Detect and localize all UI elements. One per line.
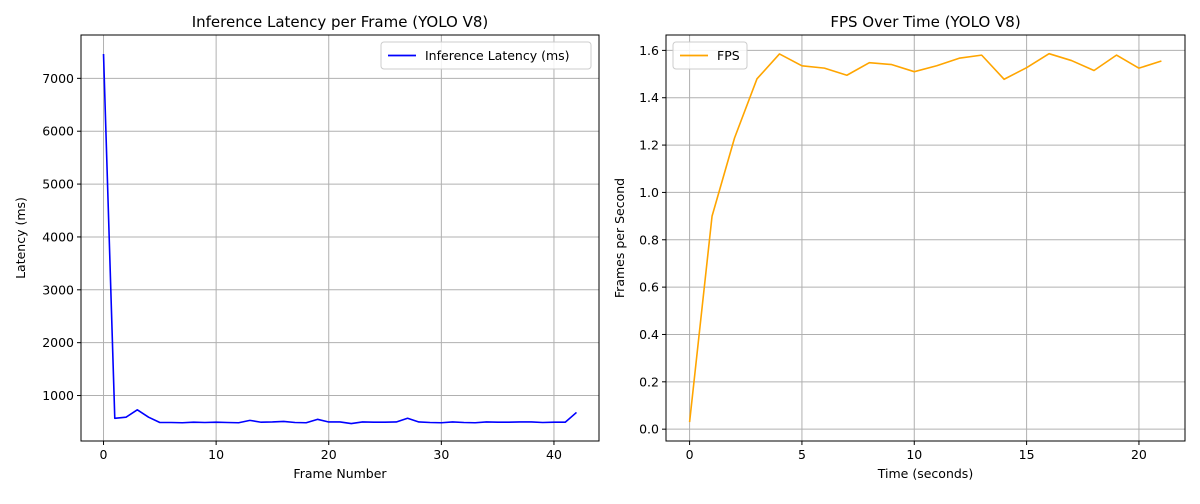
fps-legend: FPS: [672, 41, 748, 70]
latency-x-tick-label: 0: [100, 447, 108, 462]
latency-y-tick-label: 3000: [42, 282, 74, 297]
fps-x-tick-label: 20: [1131, 447, 1147, 462]
latency-series-line: [102, 54, 578, 425]
fps-legend-box: [672, 41, 748, 70]
fps-series-line: [688, 52, 1162, 423]
latency-legend: Inference Latency (ms): [380, 41, 592, 70]
fps-chart-title: FPS Over Time (YOLO V8): [830, 13, 1020, 31]
latency-x-axis-label: Frame Number: [293, 466, 387, 481]
fps-x-tick-label: 0: [686, 447, 694, 462]
latency-chart-title: Inference Latency per Frame (YOLO V8): [192, 13, 489, 31]
fps-y-axis-label: Frames per Second: [612, 178, 627, 298]
fps-x-tick-label: 10: [906, 447, 922, 462]
latency-y-tick-label: 6000: [42, 124, 74, 139]
latency-y-axis-label: Latency (ms): [13, 197, 28, 279]
fps-x-axis-label: Time (seconds): [877, 466, 973, 481]
fps-y-tick-label: 0.6: [639, 280, 659, 295]
fps-chart: 0 5 10 15 20 0.0 0.2 0.4 0.6 0.8 1.0 1.2 1.4 1.6 FPS O…: [612, 13, 1186, 481]
latency-x-tick-label: 30: [433, 447, 449, 462]
latency-legend-box: [380, 41, 592, 70]
fps-x-tick-label: 5: [798, 447, 806, 462]
latency-y-tick-label: 5000: [42, 177, 74, 192]
latency-y-tick-label: 1000: [42, 388, 74, 403]
fps-y-tick-label: 0.2: [639, 374, 659, 389]
fps-legend-label: FPS: [717, 48, 740, 63]
fps-axes-frame: [665, 34, 1186, 442]
fps-y-tick-label: 1.0: [639, 185, 659, 200]
latency-y-tick-label: 7000: [42, 71, 74, 86]
latency-y-tick-label: 2000: [42, 335, 74, 350]
latency-y-tick-label: 4000: [42, 229, 74, 244]
fps-y-tick-label: 1.6: [639, 43, 659, 58]
latency-chart: 0 10 20 30 40 1000 2000 3000 4000 5000 6000 7000 Inf…: [13, 13, 600, 481]
fps-y-tick-label: 0.4: [639, 327, 659, 342]
latency-x-tick-label: 20: [321, 447, 337, 462]
latency-legend-label: Inference Latency (ms): [425, 48, 570, 63]
fps-y-tick-label: 0.8: [639, 232, 659, 247]
fps-x-tick-label: 15: [1019, 447, 1035, 462]
latency-axes-frame: [80, 34, 600, 442]
latency-x-tick-label: 40: [546, 447, 562, 462]
fps-y-tick-label: 1.2: [639, 138, 659, 153]
fps-y-tick-label: 0.0: [639, 422, 659, 437]
fps-y-tick-label: 1.4: [639, 90, 659, 105]
latency-x-tick-label: 10: [208, 447, 224, 462]
